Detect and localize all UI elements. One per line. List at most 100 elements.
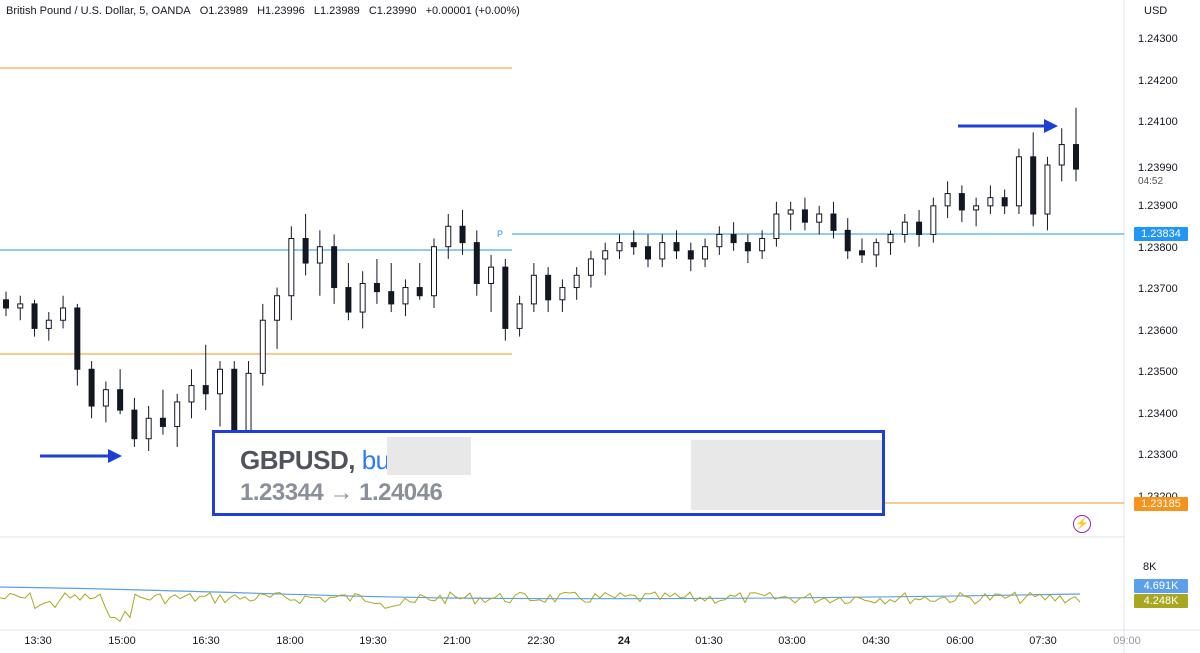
candle-body [359,282,366,313]
candle-body [659,242,666,260]
candle-body [616,242,623,252]
candle-body [1030,156,1037,215]
candle-body [602,250,609,260]
candle-body [687,250,694,260]
candle-body [17,303,24,309]
candle-body [174,401,181,427]
ohlc-high: H1.23996 [257,5,305,17]
candle-body [1058,144,1065,166]
time-tick: 04:30 [862,635,890,647]
time-tick: 21:00 [443,635,471,647]
candle-body [145,417,152,440]
price-tick: 1.23600 [1138,325,1178,337]
candle-body [930,205,937,235]
price-tick: 1.23400 [1138,408,1178,420]
currency-label: USD [1144,5,1168,17]
candle-body [887,233,894,244]
countdown-label: 04:52 [1138,176,1164,187]
price-tick: 1.23800 [1138,242,1178,254]
symbol-title[interactable]: British Pound / U.S. Dollar, 5, OANDA [6,5,191,17]
candle-body [502,266,509,329]
candle-body [1015,156,1022,207]
candle-body [1073,144,1079,170]
time-tick: 24 [617,635,631,647]
time-axis[interactable]: 13:30 15:00 16:30 18:00 19:30 21:00 22:30 24 01:… [0,633,1200,653]
candle-body [159,417,166,427]
price-tick: 1.24100 [1138,116,1178,128]
candle-body [716,233,723,248]
candle-body [645,246,651,260]
lightning-icon[interactable]: ⚡ [1073,515,1091,533]
candle-body [873,242,880,256]
candle-body [901,221,908,235]
candle-body [1044,164,1051,215]
price-tick: 1.23700 [1138,283,1178,295]
candle-body [587,258,594,276]
volume-value-badge: 4.248K [1134,594,1188,608]
time-tick: 16:30 [192,635,220,647]
price-tick: 1.23300 [1138,449,1178,461]
time-tick: 15:00 [108,635,136,647]
time-tick: 19:30 [359,635,387,647]
pivot-label: P [497,229,504,239]
candle-body [559,287,566,301]
candle-body [60,307,67,321]
ohlc-open: O1.23989 [199,5,249,17]
candle-body [3,299,9,309]
annotation-title: GBPUSD, buy [240,445,403,476]
price-tick: 1.23900 [1138,200,1178,212]
time-tick: 22:30 [527,635,555,647]
volume-ma-badge: 4.691K [1134,579,1188,593]
candle-body [973,205,980,211]
candle-body [944,193,951,207]
candle-body [630,242,637,248]
candle-body [431,246,437,297]
candle-body [316,246,323,264]
candle-body [958,193,965,211]
candle-body [274,295,281,321]
candle-body [88,368,95,407]
current-price-badge: 1.23834 [1134,227,1188,241]
candle-body [188,385,195,403]
candle-body [830,213,837,231]
candle-body [445,225,452,248]
candle-body [530,274,537,305]
lower-level-badge: 1.23185 [1134,497,1188,511]
candle-body [916,221,923,235]
time-tick: 13:30 [24,635,52,647]
time-tick: 03:00 [778,635,806,647]
time-tick: 07:30 [1029,635,1057,647]
candle-body [1001,197,1008,207]
candle-body [373,282,380,293]
volume-axis-label: 8K [1143,561,1157,573]
candles-group [3,107,1079,480]
candle-body [573,274,580,289]
candle-body [844,229,851,252]
price-axis[interactable]: USD 1.24300 1.24200 1.24100 1.23990 1.23900 1… [1124,0,1200,630]
trade-annotation: GBPUSD, buy 1.23344 → 1.24046 [212,430,885,516]
exit-arrow [958,119,1058,133]
candle-body [730,233,737,244]
time-tick: 18:00 [276,635,304,647]
annotation-entry-exit: 1.23344 → 1.24046 [240,479,443,506]
candle-body [345,287,352,313]
time-tick: 01:30 [695,635,723,647]
ohlc-close: C1.23990 [368,5,417,17]
candle-body [259,319,266,374]
candle-body [759,238,766,252]
candle-body [816,213,823,223]
candle-body [202,385,209,395]
candle-body [459,225,466,244]
candle-body [702,246,709,260]
candle-body [288,238,295,297]
redacted-block [691,440,882,510]
candle-body [787,209,794,215]
candle-body [744,242,751,252]
candle-body [416,287,423,297]
entry-arrow [40,449,122,463]
candle-body [31,303,38,329]
volume-ma-line [0,586,1081,600]
candle-body [131,409,138,440]
